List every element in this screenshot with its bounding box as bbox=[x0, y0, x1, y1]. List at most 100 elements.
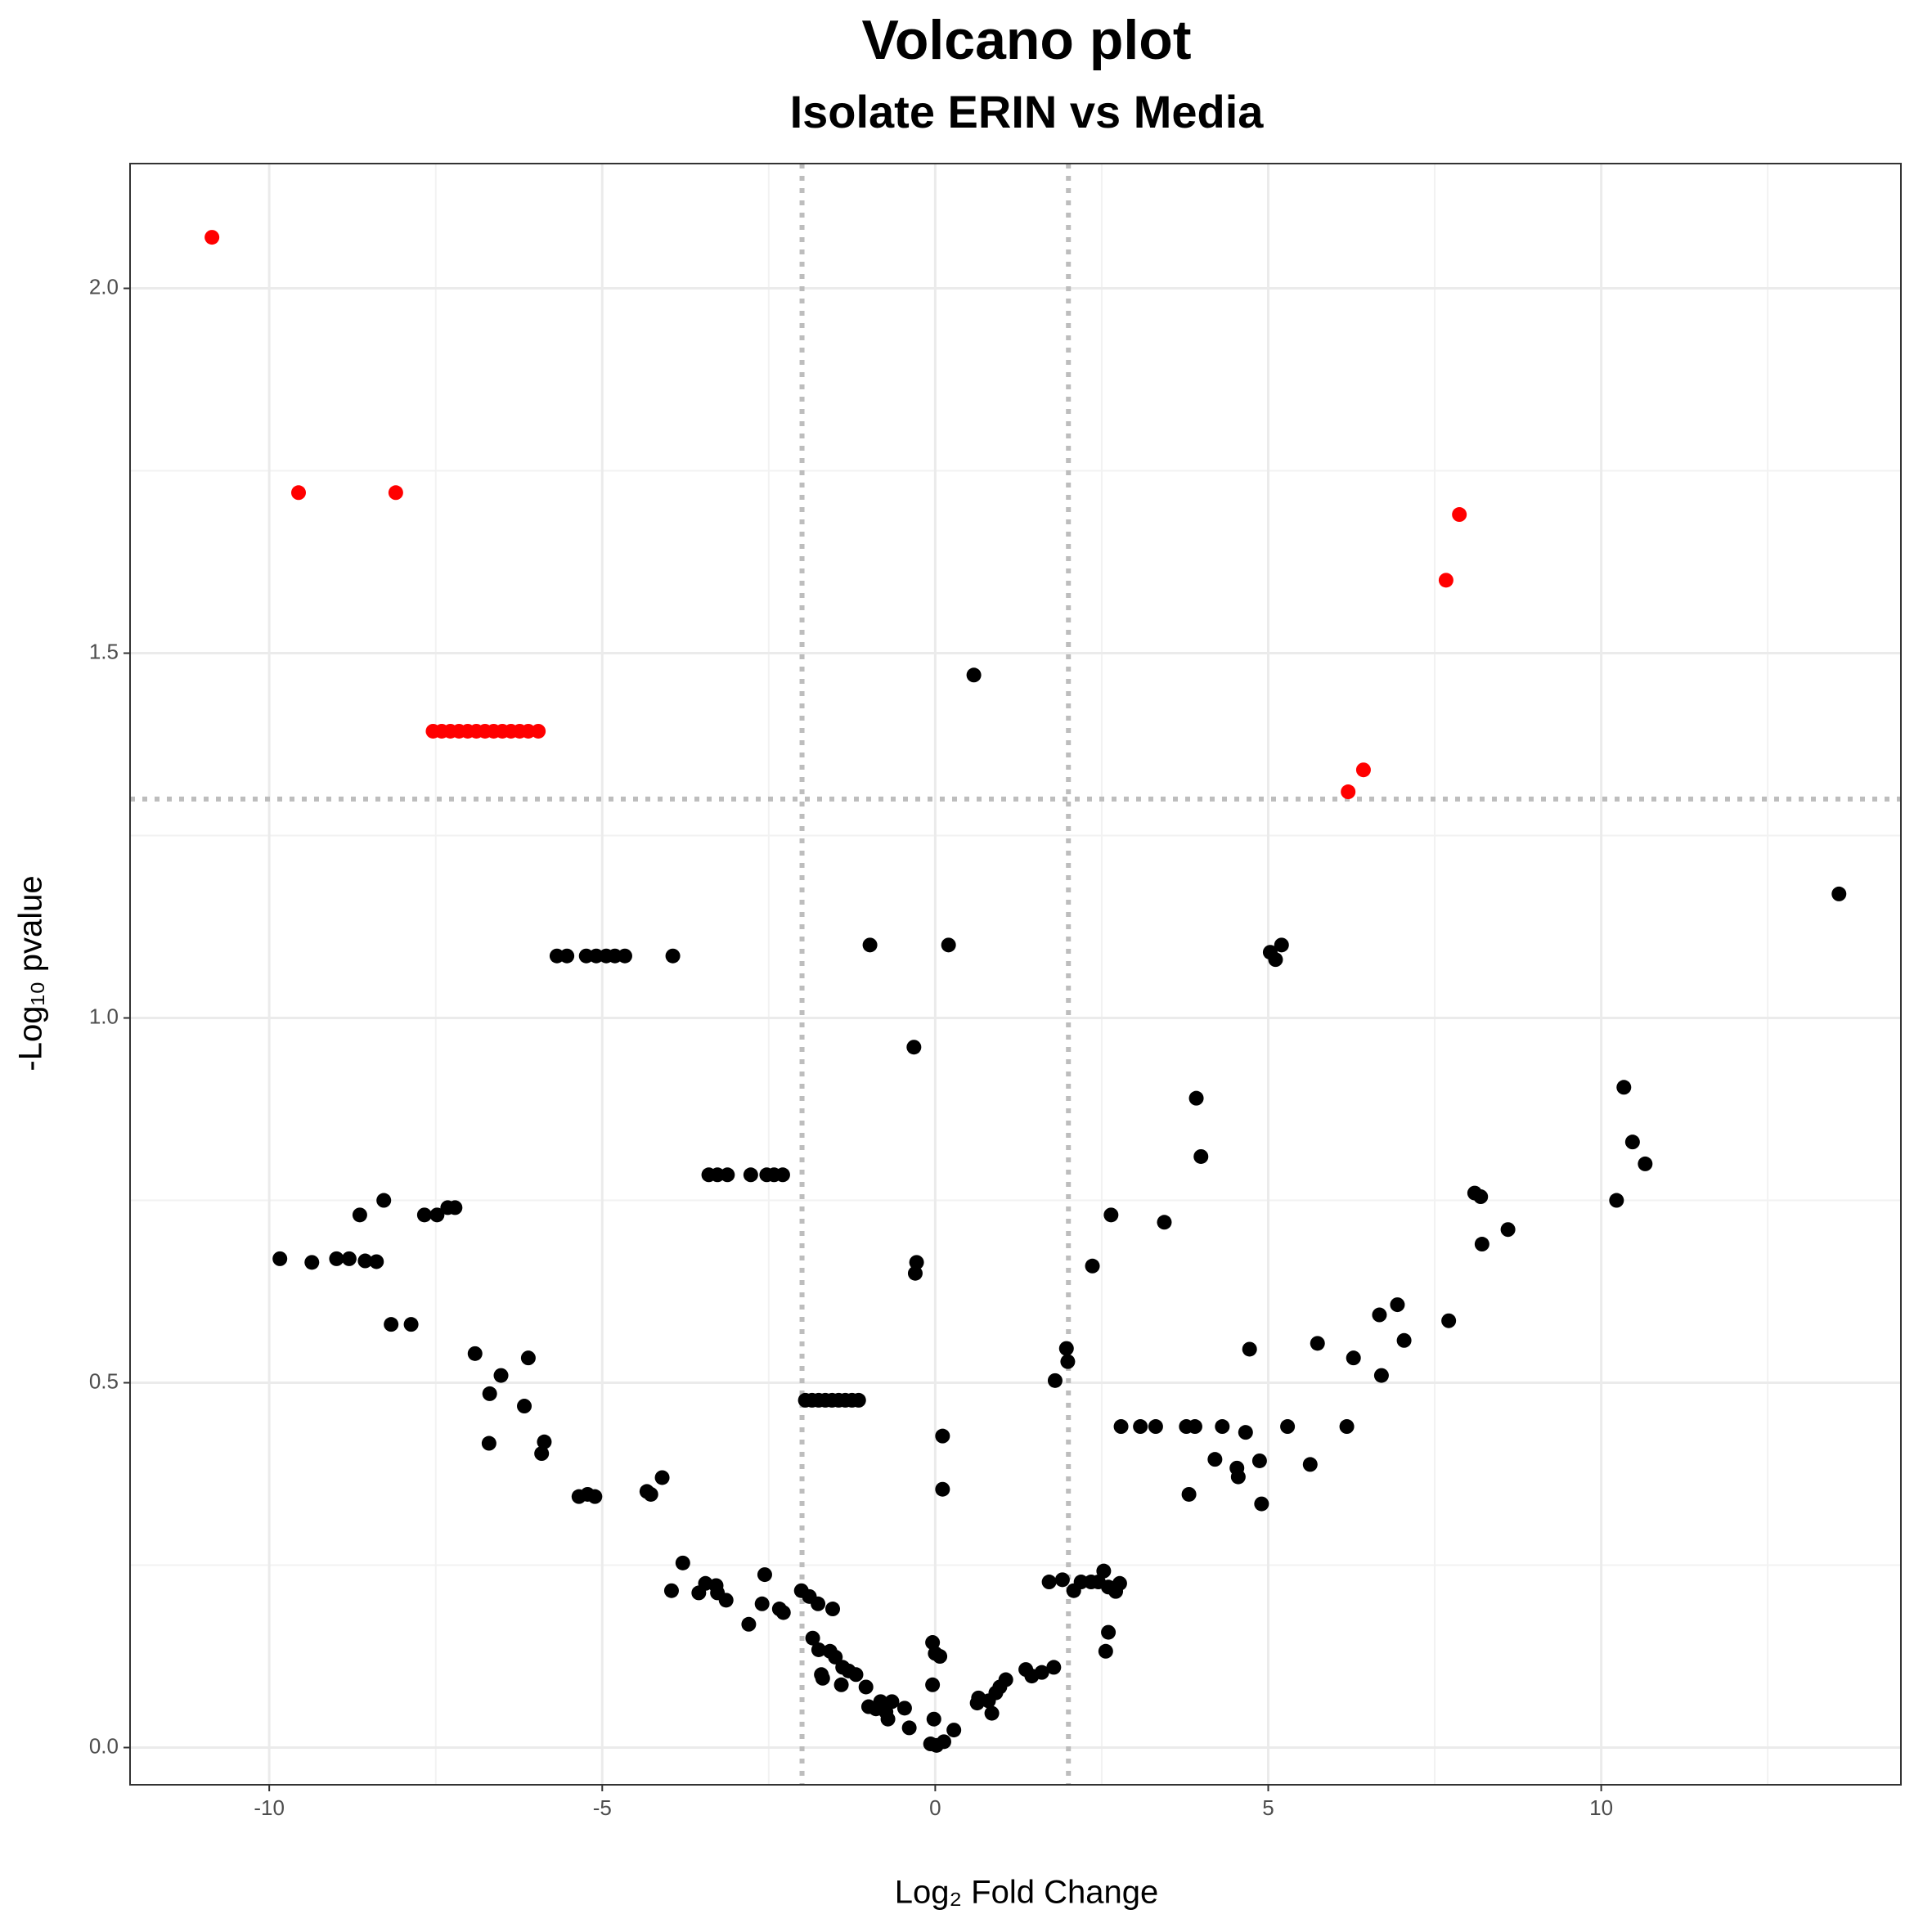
point bbox=[754, 1596, 770, 1611]
point bbox=[926, 1711, 941, 1727]
point bbox=[848, 1667, 864, 1683]
point bbox=[429, 1207, 445, 1223]
y-tick-label: 2.0 bbox=[89, 274, 119, 299]
point bbox=[1500, 1222, 1516, 1238]
point bbox=[290, 485, 306, 501]
point bbox=[757, 1567, 772, 1583]
x-tick-label: 10 bbox=[1589, 1795, 1613, 1820]
point bbox=[1638, 1156, 1653, 1171]
point bbox=[1047, 1373, 1063, 1388]
point bbox=[858, 1679, 874, 1695]
point bbox=[984, 1705, 1000, 1721]
point bbox=[1396, 1332, 1412, 1348]
point bbox=[1034, 1665, 1049, 1680]
point bbox=[901, 1720, 917, 1736]
point bbox=[1101, 1624, 1117, 1640]
point bbox=[537, 1434, 552, 1449]
point bbox=[1112, 1575, 1127, 1591]
point bbox=[884, 1694, 900, 1710]
point bbox=[520, 1350, 536, 1366]
point bbox=[741, 1616, 757, 1632]
point bbox=[1473, 1189, 1489, 1205]
point bbox=[775, 1605, 791, 1620]
point bbox=[1103, 1207, 1119, 1223]
point bbox=[1096, 1563, 1112, 1579]
point bbox=[775, 1167, 790, 1183]
point bbox=[1302, 1457, 1318, 1472]
point bbox=[1624, 1134, 1640, 1150]
point bbox=[416, 1207, 432, 1223]
point bbox=[1060, 1354, 1076, 1369]
point bbox=[341, 1251, 357, 1266]
point bbox=[1113, 1419, 1129, 1435]
point bbox=[936, 1734, 951, 1750]
point bbox=[743, 1167, 758, 1183]
point bbox=[815, 1670, 830, 1686]
x-tick-label: 5 bbox=[1262, 1795, 1274, 1820]
point bbox=[718, 1593, 734, 1608]
point bbox=[447, 1200, 463, 1215]
point bbox=[517, 1399, 532, 1414]
point bbox=[1616, 1080, 1632, 1095]
point bbox=[1355, 762, 1371, 778]
point bbox=[559, 948, 575, 964]
point bbox=[1242, 1341, 1257, 1357]
point bbox=[1251, 1453, 1267, 1468]
point bbox=[1215, 1419, 1230, 1435]
point bbox=[493, 1368, 509, 1383]
point bbox=[1054, 1572, 1070, 1588]
point bbox=[369, 1254, 384, 1269]
point bbox=[824, 1602, 840, 1617]
point bbox=[403, 1317, 419, 1332]
point bbox=[467, 1346, 483, 1361]
point bbox=[1187, 1419, 1202, 1435]
point bbox=[534, 1446, 550, 1462]
point bbox=[1339, 1419, 1355, 1435]
point bbox=[1438, 573, 1453, 588]
point bbox=[304, 1255, 320, 1270]
chart-subtitle: Isolate ERIN vs Media bbox=[790, 86, 1265, 137]
point bbox=[907, 1265, 923, 1281]
point bbox=[1058, 1341, 1074, 1356]
point bbox=[935, 1481, 950, 1497]
point bbox=[1254, 1496, 1269, 1512]
plot-border bbox=[129, 163, 1902, 1786]
point bbox=[833, 1677, 849, 1692]
point bbox=[1346, 1350, 1361, 1366]
point bbox=[1085, 1258, 1100, 1274]
point bbox=[1098, 1643, 1113, 1659]
point bbox=[1148, 1419, 1163, 1435]
point bbox=[935, 1428, 950, 1444]
point bbox=[482, 1386, 497, 1401]
point bbox=[1230, 1469, 1246, 1485]
point bbox=[654, 1470, 670, 1485]
x-tick-label: -10 bbox=[254, 1795, 285, 1820]
point bbox=[925, 1677, 941, 1692]
point bbox=[329, 1251, 344, 1266]
point bbox=[946, 1723, 962, 1738]
point bbox=[531, 723, 546, 739]
point bbox=[1193, 1148, 1209, 1164]
point bbox=[932, 1649, 948, 1665]
point bbox=[663, 1583, 679, 1598]
point bbox=[388, 485, 403, 501]
point bbox=[906, 1040, 922, 1055]
point bbox=[1238, 1425, 1253, 1440]
point bbox=[811, 1642, 826, 1657]
y-tick-label: 1.0 bbox=[89, 1004, 119, 1028]
point bbox=[665, 948, 681, 964]
point bbox=[1133, 1419, 1148, 1435]
y-tick-label: 0.0 bbox=[89, 1733, 119, 1758]
point bbox=[1390, 1297, 1405, 1313]
point bbox=[1268, 952, 1283, 968]
y-tick-label: 0.5 bbox=[89, 1368, 119, 1393]
point bbox=[851, 1392, 866, 1408]
point bbox=[1341, 784, 1356, 800]
point bbox=[384, 1317, 399, 1332]
point bbox=[1441, 1313, 1457, 1328]
point bbox=[1207, 1452, 1223, 1467]
point bbox=[811, 1596, 826, 1611]
y-axis-title: -Log₁₀ pvalue bbox=[13, 875, 49, 1071]
point bbox=[828, 1649, 843, 1665]
